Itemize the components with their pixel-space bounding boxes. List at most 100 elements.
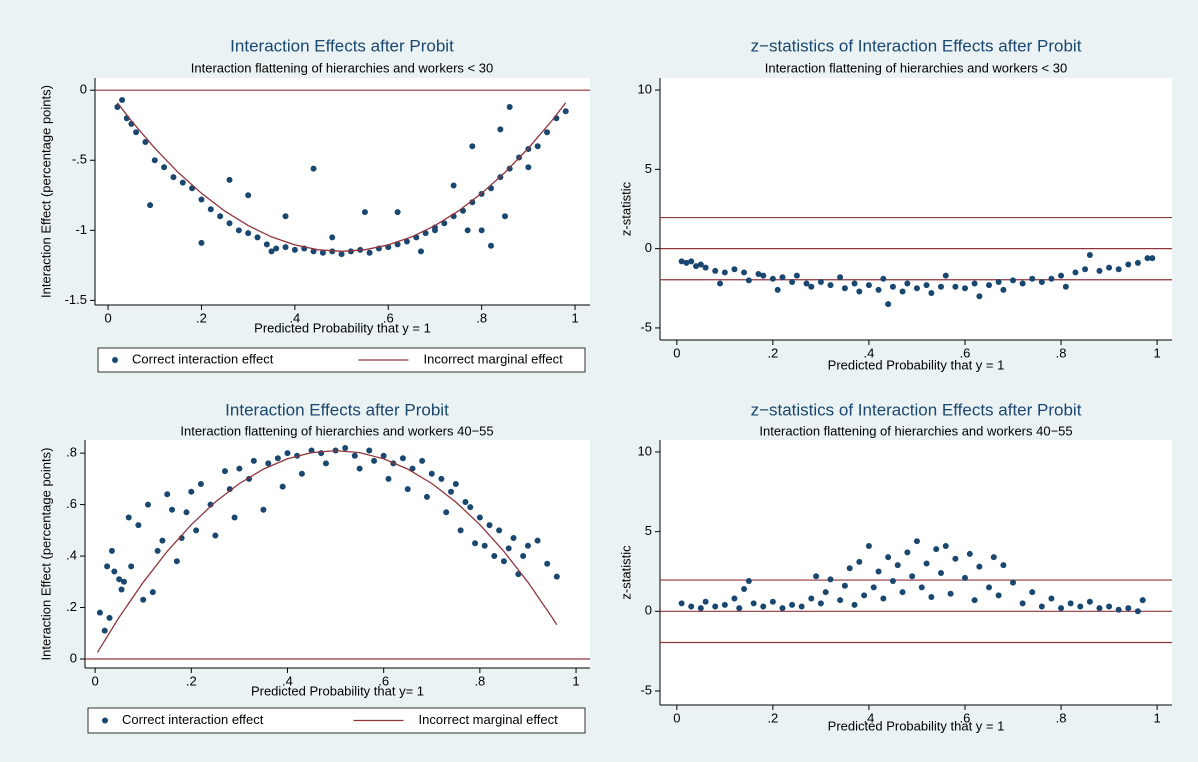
point	[1115, 266, 1122, 273]
x-tick-label: .6	[383, 310, 394, 325]
point	[721, 601, 728, 608]
point	[769, 598, 776, 605]
point	[179, 179, 186, 186]
point	[462, 499, 469, 506]
point	[971, 597, 978, 604]
point	[291, 246, 298, 253]
point	[1139, 597, 1146, 604]
point	[273, 245, 280, 252]
y-tick-label: -.5	[72, 152, 87, 167]
point	[717, 280, 724, 287]
point	[366, 447, 373, 454]
point	[500, 558, 507, 565]
point	[721, 269, 728, 276]
point	[861, 592, 868, 599]
point	[1096, 267, 1103, 274]
point	[423, 493, 430, 500]
point	[120, 578, 127, 585]
panel-subtitle: Interaction flattening of hierarchies an…	[759, 423, 1072, 438]
y-tick-label: -1	[75, 222, 87, 237]
point	[731, 266, 738, 273]
point	[476, 514, 483, 521]
x-tick-label: 0	[91, 673, 98, 688]
point	[170, 174, 177, 181]
point	[813, 573, 820, 580]
x-tick-label: 0	[104, 310, 111, 325]
point	[1082, 266, 1089, 273]
point	[678, 258, 685, 265]
y-tick-label: .6	[66, 496, 77, 511]
point	[760, 603, 767, 610]
point	[351, 452, 358, 459]
x-tick-label: 1	[1153, 710, 1160, 725]
point	[909, 573, 916, 580]
point	[774, 286, 781, 293]
point	[1038, 603, 1045, 610]
point	[142, 139, 149, 146]
point	[880, 275, 887, 282]
point	[1062, 283, 1069, 290]
point	[1000, 562, 1007, 569]
point	[356, 465, 363, 472]
point	[443, 509, 450, 516]
point	[1106, 264, 1113, 271]
point	[889, 283, 896, 290]
point	[1067, 600, 1074, 607]
point	[865, 282, 872, 289]
point	[1058, 272, 1065, 279]
point	[1029, 589, 1036, 596]
point	[741, 269, 748, 276]
point	[250, 457, 257, 464]
point	[428, 470, 435, 477]
point	[986, 282, 993, 289]
point	[154, 547, 161, 554]
point	[198, 239, 205, 246]
x-axis-label: Predicted Probability that y = 1	[254, 320, 431, 335]
point	[221, 468, 228, 475]
point	[118, 586, 125, 593]
point	[101, 627, 108, 634]
point	[193, 527, 200, 534]
point	[817, 600, 824, 607]
point	[207, 206, 214, 213]
point	[961, 285, 968, 292]
legend-box	[97, 347, 586, 373]
point	[380, 452, 387, 459]
point	[1106, 603, 1113, 610]
curve	[116, 102, 567, 252]
point	[403, 238, 410, 245]
legend-label: Incorrect marginal effect	[424, 351, 564, 366]
x-tick-label: .8	[474, 673, 485, 688]
point	[497, 126, 504, 133]
point	[279, 483, 286, 490]
point	[236, 465, 243, 472]
point	[441, 220, 448, 227]
point	[702, 598, 709, 605]
point	[128, 563, 135, 570]
point	[338, 251, 345, 258]
point	[986, 584, 993, 591]
point	[976, 293, 983, 300]
point	[885, 301, 892, 308]
point	[254, 234, 261, 241]
point	[371, 457, 378, 464]
point	[188, 488, 195, 495]
point	[904, 280, 911, 287]
point	[1000, 286, 1007, 293]
point	[779, 274, 786, 281]
panel-subtitle: Interaction flattening of hierarchies an…	[180, 423, 493, 438]
x-axis-label: Predicted Probability that y= 1	[251, 683, 424, 698]
point	[472, 540, 479, 547]
point	[841, 285, 848, 292]
point	[697, 605, 704, 612]
point	[298, 470, 305, 477]
point	[467, 504, 474, 511]
point	[1058, 605, 1065, 612]
panel-title: z−statistics of Interaction Effects afte…	[751, 400, 1082, 419]
point	[899, 288, 906, 295]
legend-label: Incorrect marginal effect	[419, 712, 559, 727]
point	[524, 542, 531, 549]
point	[990, 554, 997, 561]
point	[409, 465, 416, 472]
point	[245, 192, 252, 199]
